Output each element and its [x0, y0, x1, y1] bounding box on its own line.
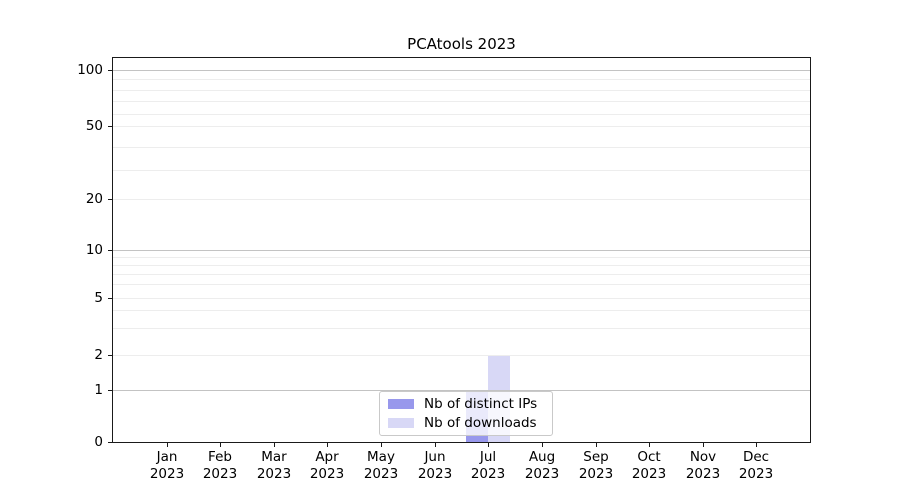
- plot-area: 100 50 20 10 5 2 1 0 Jan 2023 Feb 2023 Mar 2023 Apr 202…: [77, 57, 811, 482]
- x-tick-mark: [596, 442, 597, 447]
- y-tick-mark: [108, 442, 113, 443]
- x-tick-mark: [167, 442, 168, 447]
- x-tick-mark: [649, 442, 650, 447]
- chart-title: PCAtools 2023: [407, 35, 516, 53]
- y-tick-mark: [108, 250, 113, 251]
- gridline-minor: [113, 170, 810, 171]
- x-tick-label: Nov 2023: [685, 449, 721, 482]
- x-tick-label: Feb 2023: [202, 449, 238, 482]
- y-tick-label: 2: [94, 347, 103, 363]
- gridline-minor: [113, 265, 810, 266]
- x-tick-label: Apr 2023: [309, 449, 345, 482]
- x-tick-label: Jan 2023: [149, 449, 185, 482]
- gridline-major: [113, 390, 810, 391]
- gridline-minor: [113, 310, 810, 311]
- x-tick-mark: [435, 442, 436, 447]
- x-tick-label: May 2023: [363, 449, 399, 482]
- x-tick-mark: [274, 442, 275, 447]
- gridline-minor: [113, 114, 810, 115]
- gridline-minor: [113, 284, 810, 285]
- gridline-minor: [113, 79, 810, 80]
- y-tick-mark: [108, 126, 113, 127]
- gridline-minor: [113, 274, 810, 275]
- y-tick-label: 10: [85, 242, 103, 258]
- x-tick-label: Mar 2023: [256, 449, 292, 482]
- y-tick-mark: [108, 70, 113, 71]
- legend-label: Nb of distinct IPs: [424, 396, 538, 412]
- legend-label: Nb of downloads: [424, 415, 537, 431]
- x-tick-mark: [488, 442, 489, 447]
- y-tick-mark: [108, 390, 113, 391]
- gridline-minor: [113, 90, 810, 91]
- gridline-minor: [113, 199, 810, 200]
- y-tick-mark: [108, 298, 113, 299]
- legend: Nb of distinct IPs Nb of downloads: [379, 391, 553, 436]
- gridline-minor: [113, 147, 810, 148]
- gridline-minor: [113, 355, 810, 356]
- y-tick-label: 20: [85, 191, 103, 207]
- y-tick-label: 0: [94, 434, 103, 450]
- legend-item: Nb of downloads: [388, 415, 552, 431]
- gridline-minor: [113, 126, 810, 127]
- y-tick-label: 1: [94, 382, 103, 398]
- gridline-minor: [113, 328, 810, 329]
- legend-swatch: [388, 399, 414, 409]
- x-tick-mark: [542, 442, 543, 447]
- x-tick-label: Jun 2023: [417, 449, 453, 482]
- x-tick-mark: [327, 442, 328, 447]
- y-tick-mark: [108, 199, 113, 200]
- x-tick-mark: [381, 442, 382, 447]
- gridline-major: [113, 70, 810, 71]
- x-tick-label: Oct 2023: [631, 449, 667, 482]
- x-tick-label: Aug 2023: [524, 449, 560, 482]
- legend-item: Nb of distinct IPs: [388, 396, 552, 412]
- y-tick-mark: [108, 355, 113, 356]
- x-tick-label: Sep 2023: [578, 449, 614, 482]
- gridline-minor: [113, 298, 810, 299]
- gridline-major: [113, 250, 810, 251]
- x-tick-mark: [703, 442, 704, 447]
- gridline-minor: [113, 101, 810, 102]
- y-tick-label: 50: [85, 118, 103, 134]
- x-tick-mark: [756, 442, 757, 447]
- x-tick-label: Jul 2023: [470, 449, 506, 482]
- y-tick-label: 5: [94, 290, 103, 306]
- y-tick-label: 100: [77, 62, 103, 78]
- x-tick-label: Dec 2023: [738, 449, 774, 482]
- legend-swatch: [388, 418, 414, 428]
- x-tick-mark: [220, 442, 221, 447]
- gridline-minor: [113, 257, 810, 258]
